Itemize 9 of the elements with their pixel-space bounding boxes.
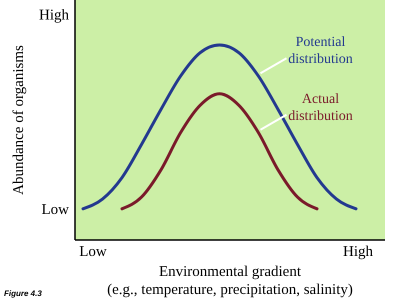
text: High [343, 244, 374, 260]
y-axis-title: Abundance of organisms [11, 44, 27, 195]
text: High [39, 7, 70, 24]
caption: Figure 4.3 [4, 289, 42, 298]
text: Actual distribution [288, 92, 353, 124]
text: Low [79, 244, 107, 260]
x-axis-title: Environmental gradient (e.g., temperature, precipitation, salinity) [107, 264, 353, 298]
text: Potential distribution [288, 35, 353, 68]
text: Low [42, 202, 70, 218]
